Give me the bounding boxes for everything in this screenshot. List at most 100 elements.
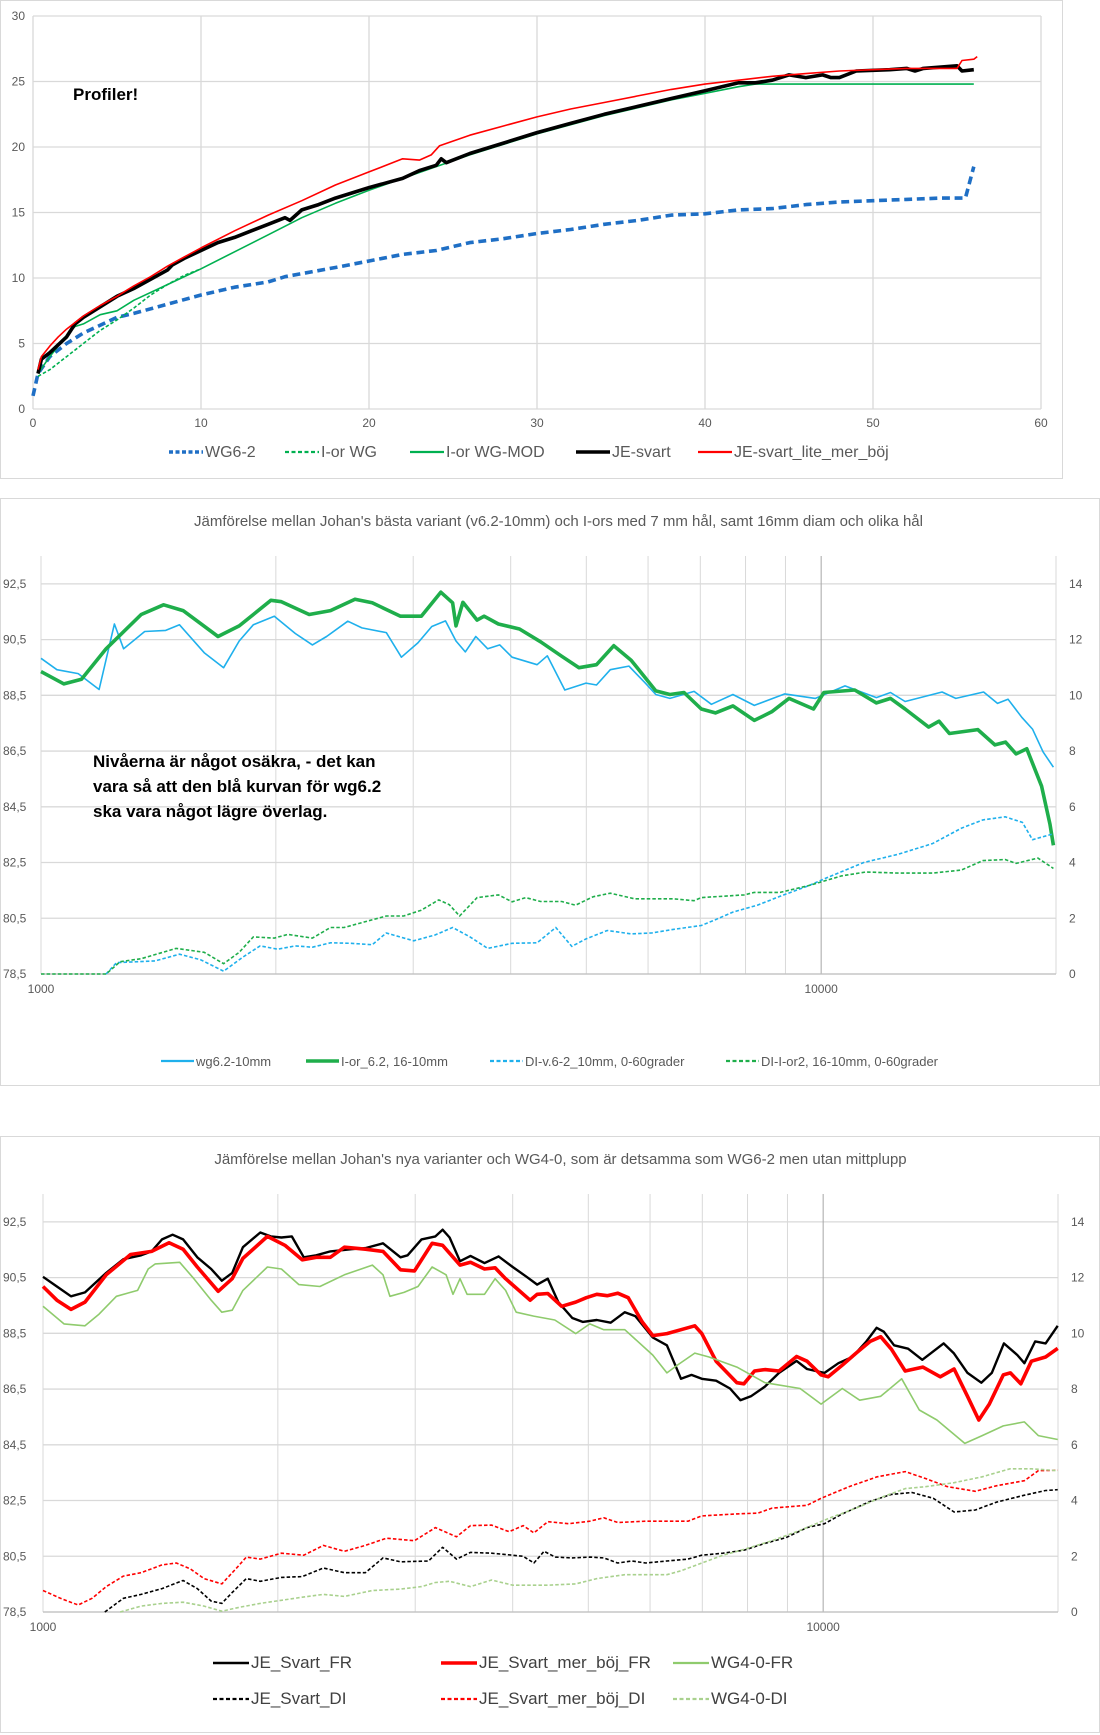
- legend-item: JE_Svart_DI: [213, 1689, 346, 1708]
- y2-tick-label: 4: [1069, 856, 1076, 870]
- chart-annotation: Profiler!: [73, 85, 138, 104]
- y-tick-label: 86,5: [3, 744, 27, 758]
- y2-tick-label: 6: [1069, 800, 1076, 814]
- series-line-je-svart-fr: [42, 1228, 1059, 1402]
- y-tick-label: 92,5: [3, 577, 27, 591]
- x-tick-label: 40: [698, 416, 712, 430]
- legend-label: JE_Svart_DI: [251, 1689, 346, 1708]
- legend-label: JE_Svart_FR: [251, 1653, 352, 1672]
- legend-item: I-or_6.2, 16-10mm: [306, 1054, 448, 1069]
- series-line-i-or-6-2-16-10mm: [40, 590, 1056, 846]
- x-tick-label: 30: [530, 416, 544, 430]
- series-line-wg6-2-10mm: [40, 615, 1055, 768]
- legend-label: I-or_6.2, 16-10mm: [341, 1054, 448, 1069]
- series-line-i-or-wg: [37, 268, 202, 377]
- y-tick-label: 86,5: [3, 1382, 27, 1396]
- legend-item: JE-svart: [576, 444, 671, 461]
- legend-item: wg6.2-10mm: [161, 1054, 271, 1069]
- legend-label: DI-I-or2, 16-10mm, 0-60grader: [761, 1054, 939, 1069]
- legend-label: WG6-2: [205, 444, 256, 461]
- legend-item: DI-v.6-2_10mm, 0-60grader: [490, 1054, 685, 1069]
- y2-tick-label: 14: [1071, 1215, 1085, 1229]
- comparison-chart-2-panel: 1000 10000 78,5 80,5 82,5 84,5 86,5 88,5 90,5 92,…: [0, 1136, 1100, 1733]
- y2-tick-label: 4: [1071, 1494, 1078, 1508]
- y2-tick-label: 10: [1071, 1326, 1085, 1340]
- legend-label: I-or WG-MOD: [446, 444, 545, 461]
- x-tick-label: 60: [1034, 416, 1048, 430]
- series-line-je-svart-mer-böj-di: [42, 1469, 1058, 1606]
- chart-annotation: vara så att den blå kurvan för wg6.2: [93, 777, 381, 796]
- y-tick-label: 88,5: [3, 688, 27, 702]
- legend-item: JE_Svart_FR: [213, 1653, 352, 1672]
- chart-annotation: Nivåerna är något osäkra, - det kan: [93, 752, 376, 771]
- x-tick-label: 10: [194, 416, 208, 430]
- legend-label: JE_Svart_mer_böj_DI: [479, 1689, 645, 1708]
- chart-annotation: ska vara något lägre överlag.: [93, 802, 327, 821]
- series-line-wg4-0-fr: [42, 1261, 1058, 1445]
- legend-item: JE-svart_lite_mer_böj: [698, 444, 889, 461]
- y-tick-label: 80,5: [3, 1549, 27, 1563]
- series-line-je-svart-lite-mer-böj: [37, 55, 978, 370]
- comparison-chart-2: 1000 10000 78,5 80,5 82,5 84,5 86,5 88,5 90,5 92,…: [3, 1151, 1085, 1708]
- y-tick-label: 20: [12, 140, 26, 154]
- y-tick-label: 84,5: [3, 800, 27, 814]
- series-line-je-svart: [36, 64, 974, 375]
- y-tick-label: 78,5: [3, 1605, 27, 1619]
- y-tick-label: 80,5: [3, 911, 27, 925]
- chart-title: Jämförelse mellan Johan's bästa variant …: [194, 513, 923, 530]
- y-tick-label: 84,5: [3, 1438, 27, 1452]
- series-line-wg6-2: [31, 166, 976, 397]
- y2-tick-label: 0: [1071, 1605, 1078, 1619]
- y-tick-label: 92,5: [3, 1215, 27, 1229]
- legend-label: WG4-0-DI: [711, 1689, 788, 1708]
- y2-tick-label: 8: [1069, 744, 1076, 758]
- y-tick-label: 30: [12, 9, 26, 23]
- legend-label: JE_Svart_mer_böj_FR: [479, 1653, 651, 1672]
- y-tick-label: 82,5: [3, 1494, 27, 1508]
- legend-label: DI-v.6-2_10mm, 0-60grader: [525, 1054, 685, 1069]
- series-line-i-or-wg-mod: [37, 83, 974, 375]
- y-tick-label: 10: [12, 271, 26, 285]
- y2-tick-label: 10: [1069, 688, 1083, 702]
- gridlines: [40, 556, 1057, 975]
- comparison-chart-1: 1000 10000 78,5 80,5 82,5 84,5 86,5 88,5 90,5 92,…: [3, 513, 1083, 1069]
- profile-chart: 0 10 20 30 40 50 60 0 5 10 15 20 25 30 WG6-2 I-or WG I-o…: [12, 9, 1048, 461]
- series-line-je-svart-di: [104, 1488, 1058, 1613]
- x-tick-label: 50: [866, 416, 880, 430]
- y-tick-label: 90,5: [3, 1271, 27, 1285]
- series-line-di-v-6-2-10mm-0-60grader: [105, 816, 1054, 975]
- legend-label: wg6.2-10mm: [195, 1054, 271, 1069]
- y-tick-label: 25: [12, 75, 26, 89]
- y-tick-label: 90,5: [3, 633, 27, 647]
- y-tick-label: 0: [18, 402, 25, 416]
- legend-label: JE-svart: [612, 444, 671, 461]
- y-tick-label: 5: [18, 337, 25, 351]
- series-line-di-i-or2-16-10mm-0-60grader: [41, 857, 1054, 975]
- x-tick-label: 10000: [806, 1620, 840, 1634]
- y2-tick-label: 8: [1071, 1382, 1078, 1396]
- y-tick-label: 82,5: [3, 856, 27, 870]
- x-tick-label: 10000: [804, 982, 838, 996]
- gridlines: [42, 1194, 1059, 1613]
- x-tick-label: 0: [30, 416, 37, 430]
- y2-tick-label: 0: [1069, 967, 1076, 981]
- y-tick-label: 78,5: [3, 967, 27, 981]
- legend-label: WG4-0-FR: [711, 1653, 793, 1672]
- chart-title: Jämförelse mellan Johan's nya varianter …: [214, 1151, 906, 1168]
- y2-tick-label: 12: [1071, 1271, 1085, 1285]
- profile-chart-panel: 0 10 20 30 40 50 60 0 5 10 15 20 25 30 WG6-2 I-or WG I-o…: [0, 0, 1063, 479]
- gridlines: [32, 15, 1042, 410]
- x-tick-label: 1000: [30, 1620, 57, 1634]
- y-tick-label: 15: [12, 206, 26, 220]
- legend-label: I-or WG: [321, 444, 377, 461]
- y2-tick-label: 2: [1069, 911, 1076, 925]
- legend-item: WG6-2: [169, 444, 256, 461]
- legend-item: JE_Svart_mer_böj_FR: [441, 1653, 651, 1672]
- legend-item: I-or WG: [285, 444, 377, 461]
- series-line-je-svart-mer-böj-fr: [41, 1234, 1059, 1422]
- legend-item: DI-I-or2, 16-10mm, 0-60grader: [726, 1054, 939, 1069]
- legend-item: WG4-0-FR: [673, 1653, 793, 1672]
- series-line-wg4-0-di: [119, 1468, 1058, 1613]
- y-tick-label: 88,5: [3, 1326, 27, 1340]
- legend-label: JE-svart_lite_mer_böj: [734, 444, 889, 461]
